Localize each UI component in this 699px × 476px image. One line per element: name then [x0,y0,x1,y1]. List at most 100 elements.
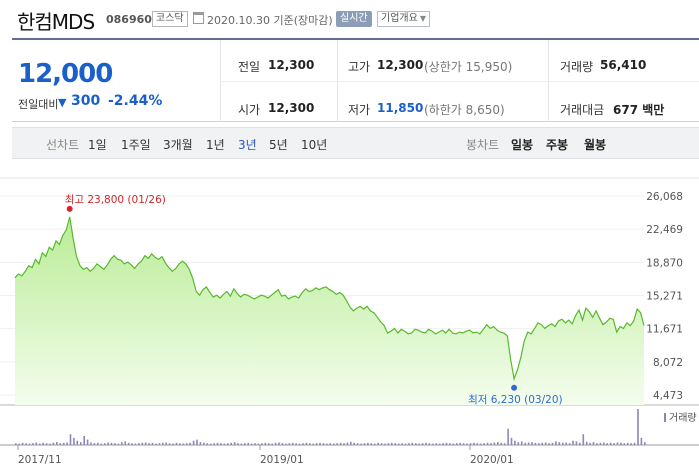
volume-bar [572,440,574,445]
volume-bar [377,442,379,445]
volume-bar [209,443,212,445]
company-overview-button[interactable]: 기업개요 ▼ [377,11,430,27]
volume-bar [134,443,137,445]
volume-bar [623,443,626,445]
x-tick-label: 2019/01 [260,454,304,466]
volume-bar [370,443,373,445]
volume-bar [599,442,602,445]
volume-bar [162,442,164,445]
volume-bar [404,443,407,445]
prev-close-label: 전일 [238,60,261,74]
volume-bar [103,443,106,445]
volume-bar [302,443,304,445]
volume-bar [493,442,496,445]
volume-bar [544,442,547,445]
volume-bar [329,443,332,445]
volume-bar [606,443,608,445]
tab-10y[interactable]: 10년 [301,138,328,152]
amount-label: 거래대금 [560,103,605,117]
volume-bar [391,442,393,445]
volume-bar [305,442,308,445]
volume-bar [562,442,564,445]
tab-1w[interactable]: 1주일 [121,138,151,152]
volume-bar [380,443,383,445]
chevron-down-icon: ▼ [419,14,426,23]
volume-bar [182,443,185,445]
volume-bar [589,442,591,445]
volume-bar [551,442,554,445]
volume-bar [38,443,41,445]
amount-value: 677 백만 [613,103,665,117]
y-tick-label: 15,271 [646,291,683,303]
volume-bar [233,442,236,445]
volume-bar [432,443,434,445]
volume-bar [124,441,126,445]
volume-bar [527,442,530,445]
tab-monthly[interactable]: 월봉 [584,138,607,152]
y-tick-label: 8,072 [653,357,683,369]
tab-1y[interactable]: 1년 [206,138,225,152]
volume-bar [459,442,461,445]
volume-bar [138,443,140,445]
volume-bar [179,443,181,445]
volume-bar [353,442,355,445]
volume-bar [435,443,438,445]
volume-bar [261,443,263,445]
volume-bar [568,443,571,445]
stock-code: 086960 [106,13,152,26]
high-marker [66,205,73,212]
low-label: 저가 [348,103,371,117]
volume-bar [592,442,595,445]
volume-bar [517,442,520,445]
volume-bar [175,442,178,445]
volume-bar [633,442,636,445]
volume-bar [637,409,639,445]
tab-weekly[interactable]: 주봉 [546,138,569,152]
volume-legend: 거래량 [669,412,697,424]
low-value: 11,850 [377,101,424,115]
volume-bar [367,442,369,445]
divider [220,81,699,82]
price-area [15,216,644,405]
volume-bar [196,439,198,445]
volume-bar [247,442,250,445]
volume-bar [144,442,147,445]
volume-bar [579,442,581,445]
volume-bar [339,442,342,445]
volume-bar [315,443,318,445]
volume-bar [76,440,79,445]
volume-bar [291,442,294,445]
volume-bar [189,442,191,445]
volume-bar [244,443,246,445]
y-tick-label: 26,068 [646,191,683,203]
volume-bar [384,443,386,445]
volume-bar [80,442,82,445]
volume-bar [83,436,85,445]
tab-3m[interactable]: 3개월 [163,138,193,152]
volume-bar [52,442,55,445]
volume-value: 56,410 [600,58,647,72]
volume-bar [565,442,567,445]
realtime-button[interactable]: 실시간 [336,11,372,27]
down-arrow-icon: ▼ [58,96,67,109]
volume-bar [616,442,619,445]
volume-bar [408,443,410,445]
tab-5y[interactable]: 5년 [269,138,288,152]
high-annotation: 최고 23,800 (01/26) [65,194,166,206]
tab-1d[interactable]: 1일 [88,138,107,152]
tab-3y[interactable]: 3년 [238,138,257,152]
volume-bar [397,443,400,445]
volume-bar [220,443,222,445]
tab-daily[interactable]: 일봉 [511,138,534,152]
volume-bar [449,443,451,445]
volume-bar [442,443,444,445]
volume-bar [510,437,513,445]
volume-bar [240,443,243,445]
y-axis-ticks: 26,068 22,469 18,870 15,271 11,671 8,072 4,473 [646,191,683,402]
volume-bar [520,441,523,445]
volume-bar [309,443,311,445]
volume-bar [271,443,273,445]
volume-bar [613,443,615,445]
stock-name: 한컴MDS [17,10,95,34]
volume-bar [425,442,427,445]
